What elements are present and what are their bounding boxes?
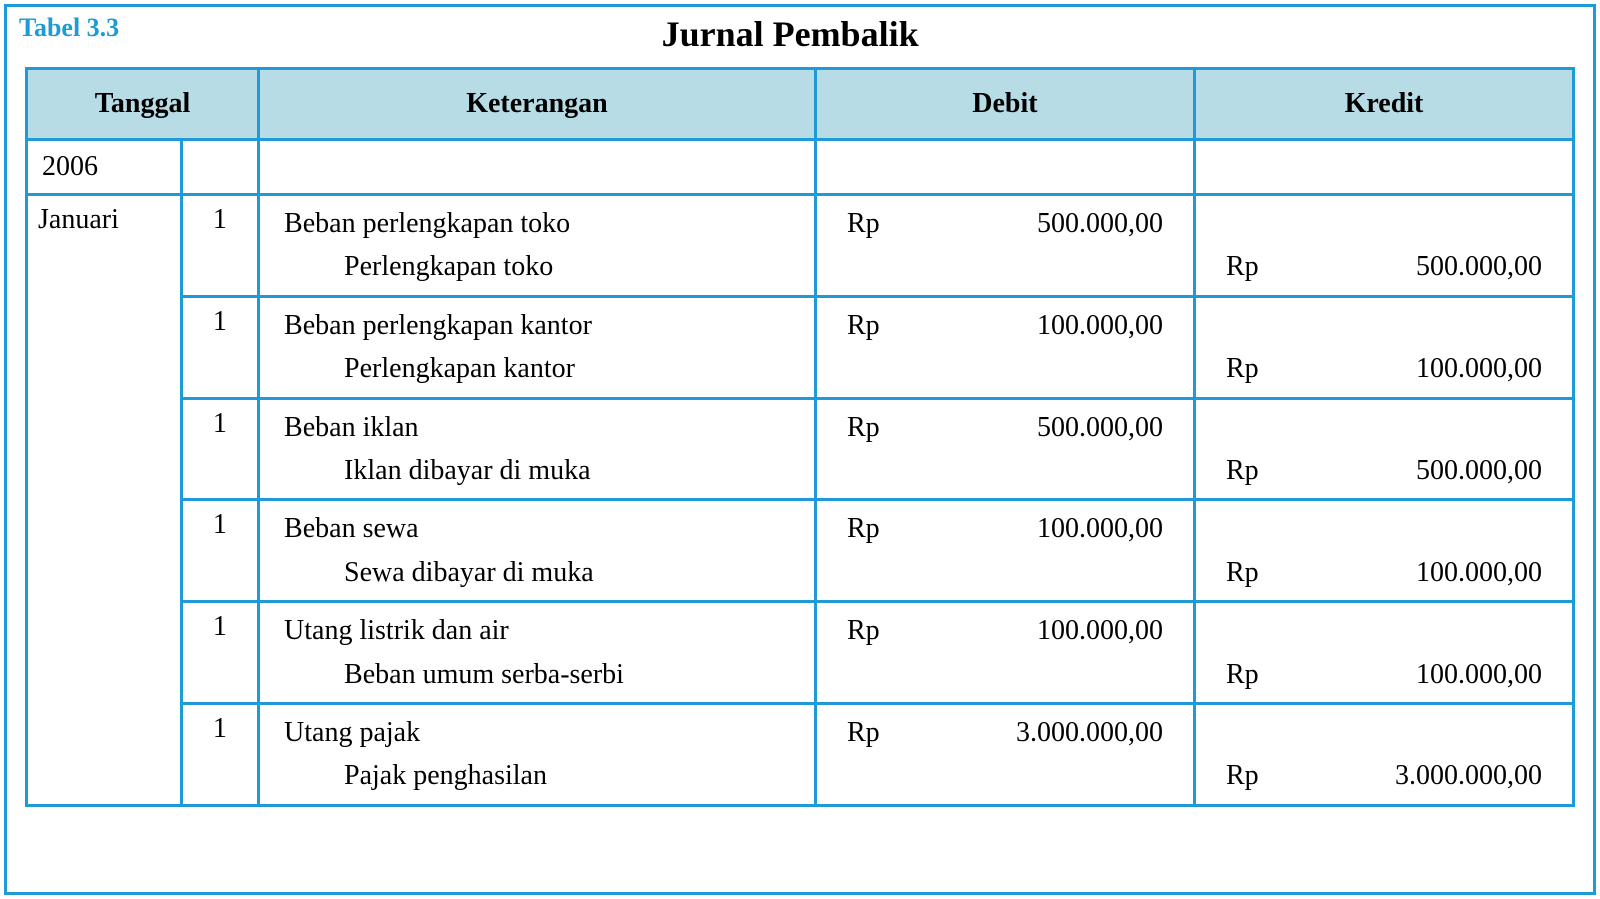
cell-empty <box>815 140 1194 195</box>
debit-account: Utang listrik dan air <box>284 609 802 652</box>
cell-debit: Rp100.000,00 <box>815 602 1194 704</box>
cell-description: Beban perlengkapan tokoPerlengkapan toko <box>259 195 816 297</box>
cell-credit: Rp500.000,00 <box>1194 195 1573 297</box>
cell-description: Utang pajakPajak penghasilan <box>259 703 816 805</box>
cell-empty <box>259 140 816 195</box>
debit-account: Beban iklan <box>284 406 802 449</box>
cell-description: Utang listrik dan airBeban umum serba-se… <box>259 602 816 704</box>
credit-account: Perlengkapan toko <box>284 245 802 288</box>
cell-debit: Rp500.000,00 <box>815 398 1194 500</box>
credit-account: Pajak penghasilan <box>284 754 802 797</box>
cell-day: 1 <box>181 500 258 602</box>
cell-description: Beban perlengkapan kantorPerlengkapan ka… <box>259 296 816 398</box>
cell-day: 1 <box>181 195 258 297</box>
journal-table: Tanggal Keterangan Debit Kredit 2006Janu… <box>25 67 1575 807</box>
credit-account: Beban umum serba-serbi <box>284 653 802 696</box>
table-row: 1Beban iklanIklan dibayar di mukaRp500.0… <box>27 398 1574 500</box>
outer-border: Tabel 3.3 Jurnal Pembalik Tanggal Ketera… <box>4 4 1596 895</box>
table-wrap: Tanggal Keterangan Debit Kredit 2006Janu… <box>7 67 1593 892</box>
cell-empty <box>1194 140 1573 195</box>
credit-account: Perlengkapan kantor <box>284 347 802 390</box>
cell-day: 1 <box>181 703 258 805</box>
table-row: 1Utang pajakPajak penghasilanRp3.000.000… <box>27 703 1574 805</box>
col-header-kredit: Kredit <box>1194 69 1573 140</box>
cell-credit: Rp100.000,00 <box>1194 602 1573 704</box>
cell-month: Januari <box>27 195 182 806</box>
cell-debit: Rp100.000,00 <box>815 296 1194 398</box>
col-header-tanggal: Tanggal <box>27 69 259 140</box>
cell-credit: Rp3.000.000,00 <box>1194 703 1573 805</box>
table-row: 2006 <box>27 140 1574 195</box>
table-row: 1Utang listrik dan airBeban umum serba-s… <box>27 602 1574 704</box>
debit-account: Beban perlengkapan kantor <box>284 304 802 347</box>
journal-title: Jurnal Pembalik <box>0 13 1581 55</box>
debit-account: Utang pajak <box>284 711 802 754</box>
debit-account: Beban sewa <box>284 507 802 550</box>
cell-debit: Rp100.000,00 <box>815 500 1194 602</box>
cell-year: 2006 <box>27 140 182 195</box>
cell-description: Beban sewaSewa dibayar di muka <box>259 500 816 602</box>
cell-debit: Rp500.000,00 <box>815 195 1194 297</box>
cell-description: Beban iklanIklan dibayar di muka <box>259 398 816 500</box>
cell-credit: Rp100.000,00 <box>1194 500 1573 602</box>
table-head: Tanggal Keterangan Debit Kredit <box>27 69 1574 140</box>
cell-day: 1 <box>181 296 258 398</box>
table-row: 1Beban perlengkapan kantorPerlengkapan k… <box>27 296 1574 398</box>
cell-credit: Rp500.000,00 <box>1194 398 1573 500</box>
title-row: Tabel 3.3 Jurnal Pembalik <box>7 7 1593 67</box>
cell-empty <box>181 140 258 195</box>
col-header-debit: Debit <box>815 69 1194 140</box>
table-row: Januari1Beban perlengkapan tokoPerlengka… <box>27 195 1574 297</box>
credit-account: Iklan dibayar di muka <box>284 449 802 492</box>
cell-credit: Rp100.000,00 <box>1194 296 1573 398</box>
col-header-keterangan: Keterangan <box>259 69 816 140</box>
page-frame: Tabel 3.3 Jurnal Pembalik Tanggal Ketera… <box>0 0 1600 899</box>
cell-debit: Rp3.000.000,00 <box>815 703 1194 805</box>
cell-day: 1 <box>181 398 258 500</box>
cell-day: 1 <box>181 602 258 704</box>
table-row: 1Beban sewaSewa dibayar di mukaRp100.000… <box>27 500 1574 602</box>
debit-account: Beban perlengkapan toko <box>284 202 802 245</box>
table-body: 2006Januari1Beban perlengkapan tokoPerle… <box>27 140 1574 806</box>
credit-account: Sewa dibayar di muka <box>284 551 802 594</box>
